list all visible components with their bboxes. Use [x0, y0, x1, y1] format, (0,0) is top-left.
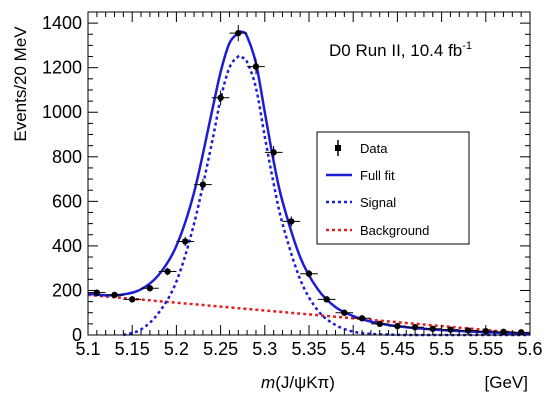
data-point — [429, 325, 436, 332]
y-tick-label: 0 — [72, 325, 82, 345]
y-axis-label: Events/20 MeV — [11, 26, 30, 142]
x-tick-label: 5.5 — [429, 339, 454, 359]
data-point — [270, 149, 277, 156]
x-tick-label: 5.25 — [203, 339, 238, 359]
x-tick-label: 5.1 — [75, 339, 100, 359]
y-tick-label: 1400 — [42, 13, 82, 33]
data-point — [129, 296, 136, 303]
data-point — [288, 218, 295, 225]
data-point — [93, 289, 101, 296]
x-tick-label: 5.2 — [164, 339, 189, 359]
legend-data-marker — [335, 145, 341, 151]
x-axis-label-rest: (J/ψKπ) — [275, 373, 335, 392]
legend-data-label: Data — [360, 141, 388, 156]
x-tick-label: 5.15 — [115, 339, 150, 359]
y-tick-label: 1000 — [42, 102, 82, 122]
data-point — [182, 238, 189, 245]
y-tick-label: 400 — [52, 236, 82, 256]
legend: Data Full fit Signal Background — [316, 131, 470, 245]
y-tick-label: 800 — [52, 147, 82, 167]
data-point — [235, 29, 242, 37]
annotation-main: D0 Run II, 10.4 fb — [329, 41, 462, 60]
y-tick-label: 600 — [52, 191, 82, 211]
background-curve — [87, 293, 531, 336]
x-tick-label: 5.45 — [380, 339, 415, 359]
x-tick-label: 5.4 — [341, 339, 366, 359]
data-point — [411, 324, 419, 331]
axes: 5.1 5.15 5.2 5.25 5.3 5.35 5.4 5.45 5.5 5.55 5.6 0 2… — [42, 11, 543, 359]
signal-curve — [122, 54, 530, 337]
data-point — [376, 320, 383, 328]
data-point — [447, 326, 454, 333]
data-point — [305, 270, 313, 277]
data-points — [88, 24, 530, 336]
x-tick-label: 5.35 — [291, 339, 326, 359]
x-tick-label: 5.55 — [468, 339, 503, 359]
data-point — [146, 285, 154, 292]
y-tick-label: 200 — [52, 280, 82, 300]
legend-full-fit-label: Full fit — [360, 168, 395, 183]
x-axis-unit: [GeV] — [485, 373, 528, 392]
data-point — [217, 94, 224, 101]
legend-signal-label: Signal — [360, 195, 396, 210]
data-point — [341, 309, 348, 316]
data-point — [252, 63, 260, 70]
x-tick-label: 5.6 — [517, 339, 542, 359]
data-point — [323, 296, 330, 303]
legend-background-label: Background — [360, 223, 429, 238]
data-point — [111, 291, 118, 299]
data-point — [199, 181, 207, 188]
y-tick-label: 1200 — [42, 58, 82, 78]
legend-box — [316, 131, 470, 245]
experiment-annotation: D0 Run II, 10.4 fb-1 — [329, 40, 472, 60]
x-axis-label-mass: m — [261, 373, 275, 392]
data-point — [358, 315, 366, 322]
data-point — [164, 268, 171, 275]
x-tick-label: 5.3 — [252, 339, 277, 359]
annotation-superscript: -1 — [462, 40, 472, 52]
x-axis-label: m(J/ψKπ) — [261, 373, 335, 392]
